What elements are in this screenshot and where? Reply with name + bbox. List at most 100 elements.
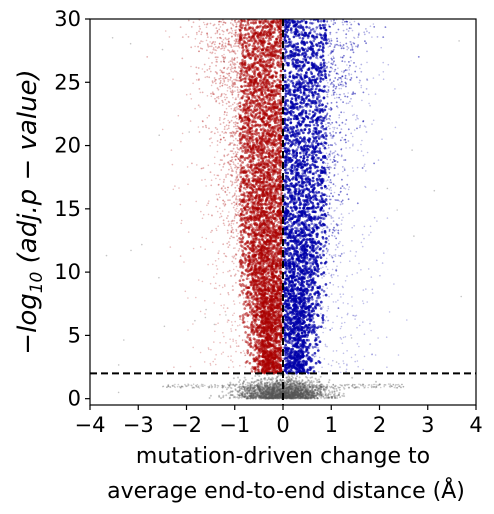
point-decrease <box>263 69 266 72</box>
point-decrease <box>261 85 265 88</box>
point-decrease <box>264 273 268 276</box>
point-decrease <box>243 300 246 304</box>
point-decrease <box>257 257 261 260</box>
point-decrease <box>235 131 237 134</box>
point-decrease <box>252 154 255 157</box>
point-decrease <box>233 236 235 239</box>
point-decrease <box>229 79 232 81</box>
point-decrease <box>248 273 252 276</box>
point-decrease <box>243 194 247 198</box>
point-decrease <box>262 348 266 351</box>
point-decrease <box>243 256 247 259</box>
point-decrease <box>275 152 279 155</box>
point-decrease <box>238 283 242 286</box>
point-decrease <box>273 27 277 30</box>
point-decrease <box>263 255 266 259</box>
point-decrease <box>255 112 258 116</box>
point-decrease <box>207 45 210 48</box>
point-decrease <box>256 357 260 360</box>
point-decrease <box>229 132 231 134</box>
point-decrease <box>234 329 237 331</box>
point-decrease <box>265 149 269 152</box>
point-decrease <box>248 56 251 59</box>
point-decrease <box>270 24 273 27</box>
point-decrease <box>276 92 280 95</box>
point-decrease <box>266 346 269 350</box>
point-decrease <box>218 102 221 105</box>
point-decrease <box>220 48 222 50</box>
point-decrease <box>263 327 266 330</box>
point-decrease <box>228 162 230 165</box>
point-decrease <box>275 83 279 86</box>
point-decrease <box>242 119 245 122</box>
point-decrease <box>270 55 274 58</box>
point-decrease <box>253 41 256 45</box>
point-decrease <box>251 110 255 114</box>
point-decrease <box>244 331 247 334</box>
point-decrease <box>264 151 268 155</box>
point-decrease <box>253 288 256 292</box>
point-decrease <box>229 77 232 79</box>
point-decrease <box>230 202 233 205</box>
point-decrease <box>226 217 228 220</box>
point-decrease <box>280 147 283 150</box>
point-decrease <box>223 111 226 114</box>
point-decrease <box>224 190 227 193</box>
point-decrease <box>279 326 283 330</box>
point-decrease <box>243 158 247 162</box>
point-decrease <box>227 78 230 81</box>
point-decrease <box>242 134 245 137</box>
point-decrease <box>257 145 261 148</box>
point-decrease <box>243 325 246 329</box>
point-decrease <box>205 126 208 129</box>
point-decrease <box>232 83 234 86</box>
point-decrease <box>252 285 255 289</box>
point-decrease <box>242 171 246 174</box>
point-decrease <box>223 71 225 74</box>
point-decrease <box>234 26 237 28</box>
point-decrease <box>275 43 278 47</box>
point-decrease <box>219 74 222 77</box>
point-decrease <box>260 154 264 157</box>
point-decrease <box>228 163 231 166</box>
point-decrease <box>232 256 235 259</box>
point-decrease <box>256 35 259 38</box>
point-decrease <box>212 93 215 95</box>
point-decrease <box>272 97 276 100</box>
point-decrease <box>265 210 269 214</box>
point-decrease <box>267 39 270 43</box>
point-decrease <box>265 33 269 36</box>
point-decrease <box>192 21 195 24</box>
point-decrease <box>233 125 235 128</box>
point-decrease <box>276 210 279 214</box>
point-decrease <box>260 359 264 363</box>
point-decrease <box>220 169 223 171</box>
point-decrease <box>254 178 258 182</box>
point-decrease <box>222 185 225 188</box>
point-decrease <box>234 257 237 260</box>
point-decrease <box>224 44 227 47</box>
point-decrease <box>234 121 237 124</box>
point-decrease <box>230 231 233 233</box>
point-decrease <box>199 47 202 50</box>
point-decrease <box>256 138 260 142</box>
point-decrease <box>273 31 276 34</box>
point-decrease <box>232 63 235 66</box>
point-decrease <box>233 39 236 42</box>
point-decrease <box>238 315 242 318</box>
point-decrease <box>273 182 276 185</box>
point-decrease <box>274 232 278 235</box>
point-decrease <box>236 33 239 36</box>
point-decrease <box>261 22 265 25</box>
point-decrease <box>235 155 237 157</box>
point-decrease <box>227 246 230 249</box>
point-decrease <box>220 45 223 48</box>
point-decrease <box>240 141 243 144</box>
point-decrease <box>245 277 249 281</box>
point-decrease <box>265 143 269 146</box>
point-decrease <box>232 67 234 70</box>
point-decrease <box>229 60 232 63</box>
point-decrease <box>230 167 233 170</box>
point-decrease <box>272 184 276 188</box>
point-decrease <box>264 140 267 144</box>
